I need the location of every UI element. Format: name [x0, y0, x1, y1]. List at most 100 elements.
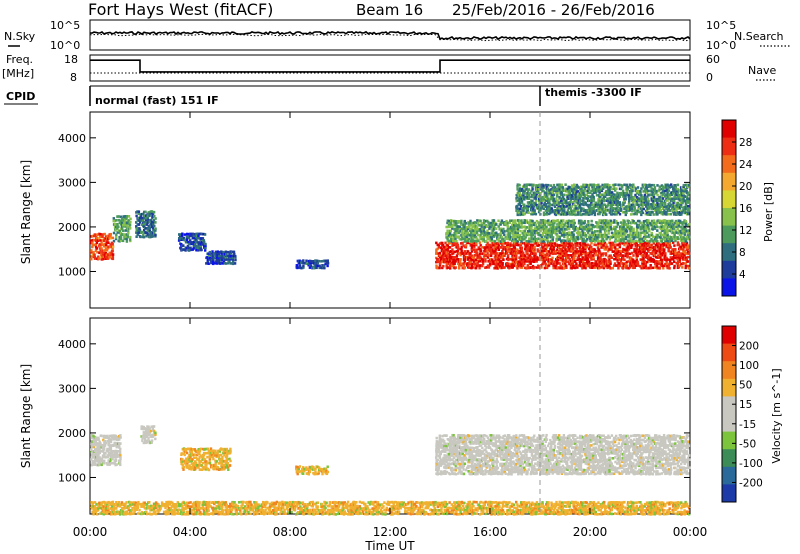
- echo-cell: [490, 241, 494, 245]
- echo-cell: [653, 249, 657, 253]
- echo-cell: [585, 185, 588, 189]
- echo-cell: [548, 229, 552, 233]
- echo-cell: [682, 236, 685, 239]
- echo-cell: [501, 249, 504, 253]
- echo-cell: [607, 229, 611, 232]
- echo-cell: [516, 235, 520, 239]
- echo-cell: [574, 246, 577, 249]
- echo-cell: [665, 229, 668, 232]
- echo-cell: [482, 238, 486, 241]
- echo-cell: [587, 211, 590, 214]
- echo-cell: [559, 244, 562, 247]
- echo-cell: [571, 249, 575, 253]
- echo-cell: [612, 187, 616, 190]
- echo-cell: [597, 254, 600, 257]
- echo-cell: [521, 189, 525, 193]
- echo-cell: [667, 241, 670, 245]
- echo-cell: [493, 260, 496, 264]
- echo-cell: [320, 260, 323, 263]
- echo-cell: [540, 225, 543, 229]
- echo-cell: [631, 243, 634, 247]
- echo-cell: [461, 252, 464, 255]
- echo-cell: [588, 207, 591, 211]
- echo-cell: [662, 256, 666, 259]
- echo-cell: [657, 245, 660, 249]
- echo-cell: [564, 221, 567, 225]
- echo-cell: [540, 228, 543, 231]
- echo-cell: [600, 262, 603, 265]
- echo-cell: [582, 207, 585, 211]
- echo-cell: [94, 243, 97, 246]
- echo-cell: [632, 220, 635, 223]
- echo-cell: [634, 211, 637, 214]
- echo-cell: [151, 216, 154, 220]
- echo-cell: [444, 260, 447, 264]
- echo-cell: [614, 229, 617, 233]
- echo-cell: [137, 212, 140, 215]
- echo-cell: [643, 260, 646, 263]
- echo-cell: [210, 252, 213, 256]
- echo-cell: [607, 232, 610, 235]
- echo-cell: [95, 241, 99, 245]
- echo-cell: [477, 239, 480, 243]
- echo-cell: [486, 229, 489, 233]
- echo-cell: [604, 193, 607, 197]
- echo-cell: [527, 203, 530, 206]
- echo-cell: [673, 260, 676, 263]
- echo-cell: [575, 191, 578, 195]
- echo-cell: [686, 211, 690, 215]
- echo-cell: [475, 239, 479, 243]
- echo-cell: [234, 254, 237, 258]
- echo-cell: [574, 254, 577, 257]
- echo-cell: [592, 257, 595, 261]
- echo-cell: [624, 252, 627, 256]
- echo-cell: [455, 254, 459, 257]
- echo-cell: [493, 232, 497, 235]
- echo-cell: [649, 245, 652, 249]
- echo-cell: [530, 189, 533, 193]
- echo-cell: [482, 233, 486, 237]
- echo-cell: [570, 223, 573, 227]
- echo-cell: [546, 195, 549, 199]
- echo-cell: [643, 244, 646, 247]
- echo-cell: [461, 241, 464, 245]
- echo-cell: [644, 219, 648, 223]
- echo-cell: [541, 249, 544, 253]
- echo-cell: [606, 185, 609, 189]
- echo-cell: [148, 220, 151, 224]
- echo-cell: [616, 199, 619, 203]
- echo-cell: [466, 221, 470, 224]
- echo-cell: [128, 223, 132, 227]
- colorbar-swatch: [722, 172, 736, 191]
- echo-cell: [604, 183, 607, 186]
- echo-cell: [449, 229, 452, 233]
- echo-cell: [587, 260, 591, 264]
- echo-cell: [619, 241, 623, 245]
- echo-cell: [529, 230, 532, 233]
- echo-cell: [603, 185, 607, 189]
- echo-cell: [680, 256, 684, 260]
- nave-tick-bottom: 0: [706, 71, 713, 84]
- echo-cell: [564, 262, 567, 265]
- echo-cell: [650, 187, 653, 190]
- echo-cell: [494, 221, 497, 225]
- echo-cell: [548, 252, 551, 255]
- echo-cell: [656, 225, 659, 229]
- echo-cell: [528, 227, 531, 231]
- echo-cell: [561, 195, 565, 199]
- echo-cell: [577, 199, 581, 202]
- echo-cell: [559, 231, 563, 235]
- echo-cell: [664, 229, 667, 232]
- echo-cell: [111, 242, 114, 246]
- echo-cell: [684, 237, 687, 240]
- echo-cell: [582, 197, 585, 200]
- echo-cell: [193, 234, 197, 238]
- echo-cell: [564, 189, 567, 192]
- echo-cell: [215, 256, 219, 259]
- echo-cell: [105, 239, 108, 242]
- echo-cell: [602, 195, 606, 199]
- echo-cell: [647, 199, 650, 203]
- echo-cell: [640, 231, 643, 234]
- echo-cell: [509, 262, 512, 266]
- echo-cell: [634, 231, 637, 235]
